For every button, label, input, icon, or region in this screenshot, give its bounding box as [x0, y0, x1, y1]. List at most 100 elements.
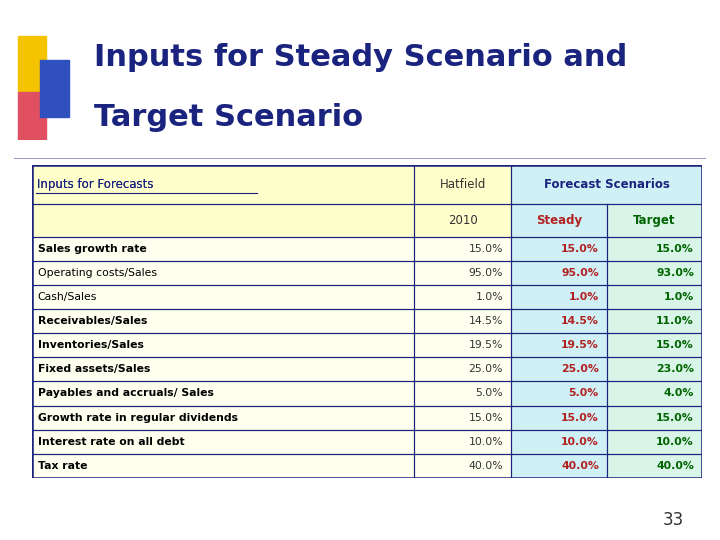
Text: Target: Target — [633, 214, 675, 227]
Text: 95.0%: 95.0% — [469, 268, 503, 278]
Bar — [511, 381, 607, 406]
Text: Forecast Scenarios: Forecast Scenarios — [544, 178, 670, 191]
Bar — [607, 333, 702, 357]
Text: 10.0%: 10.0% — [561, 437, 599, 447]
Text: 15.0%: 15.0% — [656, 244, 694, 254]
Text: 40.0%: 40.0% — [656, 461, 694, 471]
Text: Operating costs/Sales: Operating costs/Sales — [37, 268, 157, 278]
Bar — [511, 430, 607, 454]
Text: Hatfield: Hatfield — [439, 178, 486, 191]
Bar — [414, 261, 511, 285]
Text: 15.0%: 15.0% — [469, 244, 503, 254]
Bar — [32, 285, 414, 309]
Bar — [414, 381, 511, 406]
Text: 11.0%: 11.0% — [656, 316, 694, 326]
Bar — [414, 357, 511, 381]
Text: Inputs for Steady Scenario and: Inputs for Steady Scenario and — [94, 43, 627, 72]
Text: 10.0%: 10.0% — [469, 437, 503, 447]
Bar — [607, 406, 702, 430]
Text: 19.5%: 19.5% — [561, 340, 599, 350]
Bar — [607, 285, 702, 309]
Text: Inputs for Forecasts: Inputs for Forecasts — [37, 178, 153, 191]
Text: 19.5%: 19.5% — [469, 340, 503, 350]
Text: Tax rate: Tax rate — [37, 461, 87, 471]
Bar — [414, 430, 511, 454]
Bar — [511, 333, 607, 357]
Bar — [414, 237, 511, 261]
Bar — [414, 454, 511, 478]
Bar — [607, 454, 702, 478]
Text: 40.0%: 40.0% — [561, 461, 599, 471]
Bar — [32, 237, 414, 261]
Bar — [414, 333, 511, 357]
Text: 15.0%: 15.0% — [469, 413, 503, 423]
Text: Sales growth rate: Sales growth rate — [37, 244, 146, 254]
Bar — [17, 92, 46, 140]
Bar — [32, 204, 414, 237]
Text: 25.0%: 25.0% — [561, 364, 599, 374]
Text: Target Scenario: Target Scenario — [94, 103, 363, 132]
Bar — [607, 237, 702, 261]
Bar — [414, 165, 511, 204]
Bar — [414, 309, 511, 333]
Text: 33: 33 — [662, 511, 684, 529]
Text: 93.0%: 93.0% — [656, 268, 694, 278]
Bar — [607, 430, 702, 454]
Bar — [607, 381, 702, 406]
Bar — [511, 285, 607, 309]
Text: 14.5%: 14.5% — [469, 316, 503, 326]
Text: 4.0%: 4.0% — [664, 388, 694, 399]
Bar — [607, 261, 702, 285]
Text: Fixed assets/Sales: Fixed assets/Sales — [37, 364, 150, 374]
Text: 40.0%: 40.0% — [469, 461, 503, 471]
Text: Inventories/Sales: Inventories/Sales — [37, 340, 143, 350]
Text: 10.0%: 10.0% — [656, 437, 694, 447]
Bar — [32, 333, 414, 357]
Bar — [414, 285, 511, 309]
Bar — [32, 357, 414, 381]
Bar — [32, 165, 414, 204]
Text: 15.0%: 15.0% — [561, 413, 599, 423]
Bar — [40, 60, 69, 117]
Bar — [414, 406, 511, 430]
Text: Inputs for Forecasts: Inputs for Forecasts — [37, 178, 153, 191]
Bar — [32, 381, 414, 406]
Bar — [32, 430, 414, 454]
Bar — [511, 454, 607, 478]
Text: 95.0%: 95.0% — [561, 268, 599, 278]
Text: 1.0%: 1.0% — [475, 292, 503, 302]
Bar — [32, 309, 414, 333]
Text: Payables and accruals/ Sales: Payables and accruals/ Sales — [37, 388, 214, 399]
Bar — [511, 357, 607, 381]
Bar — [511, 204, 607, 237]
Text: 14.5%: 14.5% — [561, 316, 599, 326]
Bar — [17, 36, 46, 92]
Bar — [511, 261, 607, 285]
Bar — [511, 237, 607, 261]
Bar — [32, 406, 414, 430]
Text: Interest rate on all debt: Interest rate on all debt — [37, 437, 184, 447]
Text: Growth rate in regular dividends: Growth rate in regular dividends — [37, 413, 238, 423]
Bar — [414, 204, 511, 237]
Bar — [607, 204, 702, 237]
Bar — [32, 454, 414, 478]
Text: 5.0%: 5.0% — [569, 388, 599, 399]
Text: 2010: 2010 — [448, 214, 477, 227]
Text: 1.0%: 1.0% — [569, 292, 599, 302]
Bar — [32, 261, 414, 285]
Text: 23.0%: 23.0% — [656, 364, 694, 374]
Text: Steady: Steady — [536, 214, 582, 227]
Text: 25.0%: 25.0% — [469, 364, 503, 374]
Text: 15.0%: 15.0% — [656, 413, 694, 423]
Bar — [511, 165, 702, 204]
Text: Receivables/Sales: Receivables/Sales — [37, 316, 147, 326]
Bar — [511, 309, 607, 333]
Bar — [607, 309, 702, 333]
Bar — [511, 406, 607, 430]
Text: 15.0%: 15.0% — [656, 340, 694, 350]
Text: Cash/Sales: Cash/Sales — [37, 292, 97, 302]
Text: 15.0%: 15.0% — [561, 244, 599, 254]
Bar — [607, 357, 702, 381]
Text: 1.0%: 1.0% — [664, 292, 694, 302]
Text: 5.0%: 5.0% — [475, 388, 503, 399]
